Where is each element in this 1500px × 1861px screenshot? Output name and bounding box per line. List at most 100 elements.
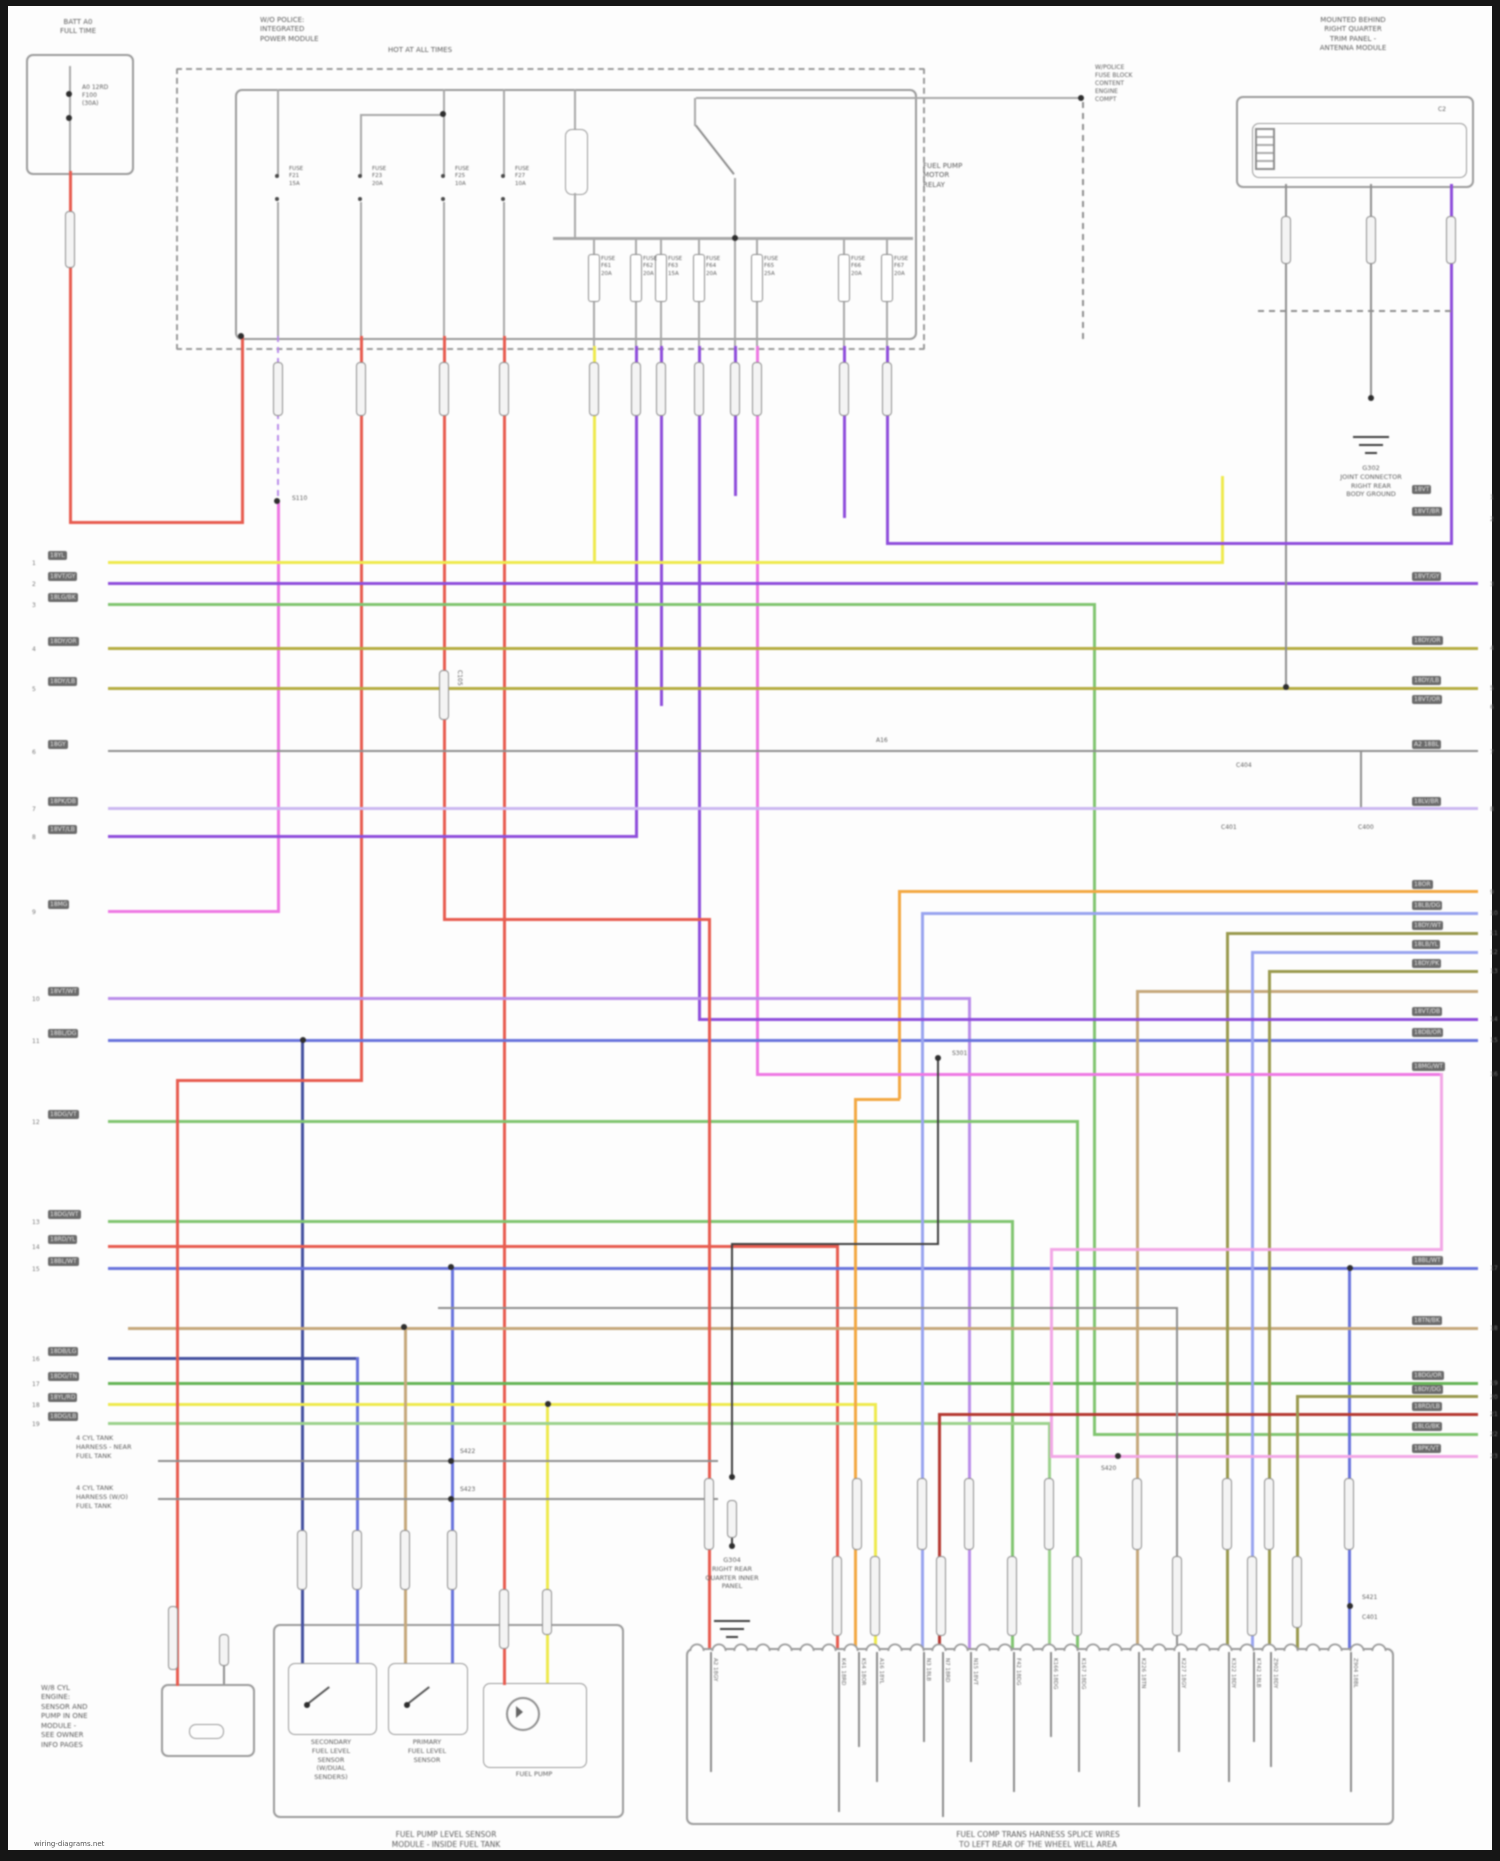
junction-dot <box>1115 1453 1121 1459</box>
wire-label-pill: 18DY/LB <box>1412 676 1442 685</box>
connector-pin-label: N3 18LB <box>925 1658 931 1682</box>
wire-segment <box>360 336 363 1081</box>
diagram-page: 18YL 1 18VT/GY 2 18LG/BK 3 18DY/OR 4 18DY/LB 5 18G… <box>8 6 1498 1850</box>
inline-connector-symbol <box>1281 216 1291 264</box>
wire-segment <box>1296 1395 1478 1398</box>
wire-segment <box>1050 1455 1478 1458</box>
battery-feed-box <box>26 54 134 175</box>
wire-segment <box>734 178 736 238</box>
caption-text: FUSE F65 25A <box>764 256 779 277</box>
caption-text: FUSE F62 20A <box>643 256 658 277</box>
connector-pin-label: N7 18RD <box>944 1658 950 1683</box>
right-pin-number: 10 <box>1490 910 1498 917</box>
wire-segment <box>1138 990 1478 993</box>
wire-label-pill: 18PK/VT <box>1412 1444 1441 1453</box>
connector-pin-stub <box>1050 1652 1052 1737</box>
junction-dot <box>448 1264 454 1270</box>
right-pin-number: 16 <box>1490 1071 1498 1078</box>
caption-text: FUEL PUMP LEVEL SENSOR MODULE - INSIDE F… <box>391 1830 501 1850</box>
wire-segment <box>1226 933 1229 1648</box>
wire-segment <box>1360 750 1362 810</box>
right-pin-number: 15 <box>1490 1037 1498 1044</box>
inline-connector-symbol <box>439 362 449 416</box>
caption-text: W/POLICE FUSE BLOCK CONTENT ENGINE COMPT <box>1095 64 1133 104</box>
left-pin-number: 15 <box>32 1266 40 1273</box>
wire-label-pill: 18VT/DB <box>1412 1007 1443 1016</box>
ground-symbol-bar <box>726 1636 738 1638</box>
left-pin-number: 18 <box>32 1402 40 1409</box>
wire-segment <box>1450 184 1453 545</box>
wire-segment <box>108 750 1478 752</box>
connector-pin-stub <box>942 1652 944 1817</box>
wire-segment <box>574 89 576 129</box>
wire-segment <box>108 561 1223 564</box>
connector-pin-stub <box>1350 1652 1352 1792</box>
ground-symbol-bar <box>1365 452 1377 454</box>
wire-segment <box>854 1098 857 1648</box>
primary-sensor-box <box>388 1663 468 1735</box>
left-pin-number: 14 <box>32 1244 40 1251</box>
level-sensor-wiper-dot <box>304 1702 310 1708</box>
wire-label-pill: 18DG/OR <box>1412 1371 1444 1380</box>
fuse-relay-inner-box <box>235 89 917 340</box>
wire-label-pill: 18DB/OR <box>1412 1028 1444 1037</box>
wire-label-pill: 18DY/OR <box>48 637 79 646</box>
level-sensor-wiper-dot <box>404 1702 410 1708</box>
caption-text: A16 <box>876 737 888 744</box>
inline-connector-symbol <box>832 1556 842 1636</box>
connector-pin-stub <box>710 1652 712 1772</box>
inline-connector-symbol <box>1172 1556 1182 1636</box>
wire-label-pill: 18VT <box>1412 485 1432 494</box>
right-pin-number: 5 <box>1490 685 1494 692</box>
connector-pin-label: K322 18DY <box>1230 1658 1236 1689</box>
wire-label-pill: 18VT/WT <box>48 987 80 996</box>
wire-label-pill: 18VT/GY <box>48 572 78 581</box>
wire-segment <box>921 912 1478 915</box>
wire-segment <box>108 997 970 1000</box>
wire-segment <box>698 1018 1478 1021</box>
wire-segment <box>968 997 971 1648</box>
caption-text: FUSE F66 20A <box>851 256 866 277</box>
connector-pin-label: Z902 18DY <box>1272 1658 1278 1689</box>
right-pin-number: 13 <box>1490 968 1498 975</box>
wire-segment <box>108 1120 1078 1123</box>
wire-segment <box>1296 1395 1299 1648</box>
wire-segment <box>443 336 446 920</box>
junction-dot <box>732 235 738 241</box>
right-pin-number: 22 <box>1490 1431 1498 1438</box>
inline-connector-symbol <box>752 362 762 416</box>
left-pin-number: 9 <box>32 909 36 916</box>
junction-dot <box>440 111 446 117</box>
connector-pin-label: A2 18GY <box>712 1658 718 1682</box>
inline-connector-symbol <box>727 1500 737 1538</box>
inline-connector-symbol <box>447 1530 457 1590</box>
inline-connector-symbol <box>694 362 704 416</box>
connector-pin-stub <box>1253 1652 1255 1742</box>
left-pin-number: 13 <box>32 1219 40 1226</box>
wire-label-pill: 18VT/OR <box>1412 695 1443 704</box>
inline-connector-symbol <box>1366 216 1376 264</box>
inline-connector-symbol <box>1132 1478 1142 1550</box>
wire-segment <box>1268 970 1478 973</box>
connector-pin-stub <box>838 1652 840 1812</box>
connector-pin-label: K742 18LB <box>1255 1658 1261 1688</box>
connector-pin-stub <box>970 1652 972 1762</box>
left-pin-number: 2 <box>32 581 36 588</box>
wire-segment <box>856 1098 900 1101</box>
inline-connector-symbol <box>917 1478 927 1550</box>
right-pin-number: 17 <box>1490 1265 1498 1272</box>
wire-segment <box>108 1357 358 1360</box>
wire-label-pill: 18LB/DG <box>1412 901 1443 910</box>
wire-label-pill: 18LV/BR <box>1412 797 1441 806</box>
connector-pin-label: K167 18DG <box>1080 1658 1086 1690</box>
left-pin-number: 12 <box>32 1119 40 1126</box>
ground-symbol-bar <box>714 1620 750 1622</box>
inline-connector-symbol <box>704 1478 714 1550</box>
inline-connector-symbol <box>168 1606 178 1670</box>
wire-segment <box>241 336 244 524</box>
wire-segment <box>108 603 1095 606</box>
left-pin-number: 10 <box>32 996 40 1003</box>
caption-text: C2 <box>1438 106 1447 113</box>
caption-text: FUSE F64 20A <box>706 256 721 277</box>
right-pin-number: 6 <box>1490 704 1494 711</box>
